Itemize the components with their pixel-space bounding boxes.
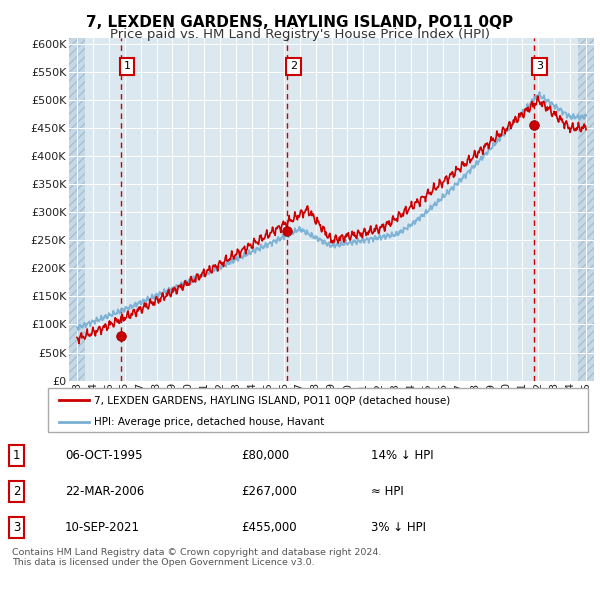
Text: £455,000: £455,000 [241,521,297,534]
Text: Contains HM Land Registry data © Crown copyright and database right 2024.
This d: Contains HM Land Registry data © Crown c… [12,548,382,567]
Text: 7, LEXDEN GARDENS, HAYLING ISLAND, PO11 0QP (detached house): 7, LEXDEN GARDENS, HAYLING ISLAND, PO11 … [94,395,450,405]
Text: ≈ HPI: ≈ HPI [371,485,403,498]
Text: 22-MAR-2006: 22-MAR-2006 [65,485,144,498]
Text: 06-OCT-1995: 06-OCT-1995 [65,448,142,462]
Text: £267,000: £267,000 [241,485,297,498]
Text: £80,000: £80,000 [241,448,289,462]
Text: Price paid vs. HM Land Registry's House Price Index (HPI): Price paid vs. HM Land Registry's House … [110,28,490,41]
Text: 10-SEP-2021: 10-SEP-2021 [65,521,140,534]
Text: 1: 1 [124,61,130,71]
Text: 1: 1 [13,448,20,462]
FancyBboxPatch shape [48,388,588,432]
Text: 3: 3 [13,521,20,534]
Text: 3: 3 [536,61,543,71]
Text: 7, LEXDEN GARDENS, HAYLING ISLAND, PO11 0QP: 7, LEXDEN GARDENS, HAYLING ISLAND, PO11 … [86,15,514,30]
Text: HPI: Average price, detached house, Havant: HPI: Average price, detached house, Hava… [94,417,324,427]
Text: 2: 2 [13,485,20,498]
Text: 2: 2 [290,61,297,71]
Text: 3% ↓ HPI: 3% ↓ HPI [371,521,425,534]
Text: 14% ↓ HPI: 14% ↓ HPI [371,448,433,462]
